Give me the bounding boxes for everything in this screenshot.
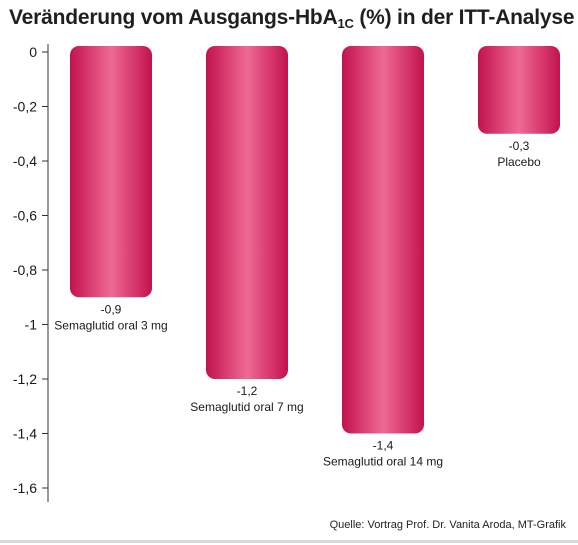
y-tick-label: -1,2: [13, 371, 37, 387]
bar-category-label: Semaglutid oral 14 mg: [323, 455, 443, 469]
source-note: Quelle: Vortrag Prof. Dr. Vanita Aroda, …: [329, 519, 566, 531]
bar-value-label: -1,4: [373, 439, 394, 453]
y-tick-label: -0,4: [13, 153, 37, 169]
bar-category-label: Semaglutid oral 7 mg: [190, 400, 303, 414]
bottom-divider: [0, 540, 578, 543]
title-subscript: 1C: [337, 16, 354, 31]
bar-value-label: -0,9: [101, 302, 122, 316]
bar: [342, 46, 424, 434]
y-tick-label: -0,8: [13, 262, 37, 278]
y-tick-label: -1,4: [13, 426, 37, 442]
bar-category-label: Placebo: [497, 155, 541, 169]
y-tick-label: -0,6: [13, 208, 37, 224]
bar-value-label: -0,3: [509, 139, 530, 153]
y-tick-label: -1,6: [13, 480, 37, 496]
bar: [206, 46, 288, 379]
bar-value-label: -1,2: [237, 384, 258, 398]
y-tick-label: -0,2: [13, 99, 37, 115]
y-tick-label: 0: [29, 44, 37, 60]
bar: [70, 46, 152, 298]
y-tick-label: -1: [25, 317, 38, 333]
bar: [478, 46, 560, 134]
chart-title: Veränderung vom Ausgangs-HbA1C (%) in de…: [9, 6, 575, 31]
bar-chart: 0 -0,2 -0,4 -0,6 -0,8 -1 -1,2 -1,4 -1,6 -0,9 Sema…: [13, 44, 560, 502]
bar-category-label: Semaglutid oral 3 mg: [54, 318, 167, 332]
